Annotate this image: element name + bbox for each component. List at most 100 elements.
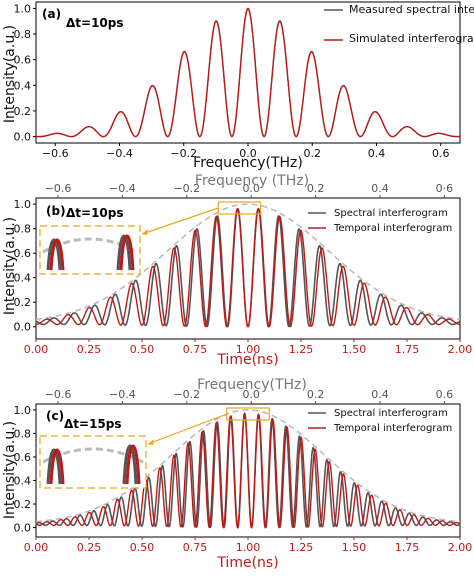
top-tick-label: 0.0 [242, 182, 260, 195]
panel-b-y-ticks: 0.0 0.2 0.4 0.6 0.8 1.0 [14, 198, 36, 334]
x-tick-label: 1.00 [236, 541, 261, 554]
envelope-dashed-line [35, 203, 461, 321]
x-tick-label: 0.0 [239, 147, 257, 160]
x-tick-label: 0.2 [303, 147, 321, 160]
y-tick-label: 0.8 [14, 427, 32, 440]
x-tick-label: 0.75 [183, 343, 208, 356]
y-tick-label: 0.8 [14, 223, 32, 236]
y-tick-label: 0.0 [14, 131, 32, 144]
panel-c-y-ticks: 0.0 0.2 0.4 0.6 0.8 1.0 [14, 404, 36, 535]
top-tick-label: 0.4 [371, 182, 389, 195]
y-tick-label: 0.8 [14, 28, 32, 41]
panel-a-xlabel: Frequency(THz) [193, 155, 303, 171]
inset-frame [39, 225, 141, 275]
inset-peak-spectral [46, 448, 62, 485]
panel-c-legend: Spectral interferogram Temporal interfer… [308, 408, 452, 434]
panel-a-tag: (a) [42, 7, 61, 21]
legend-label-spectral: Spectral interferogram [334, 408, 448, 419]
inset-peak-spectral [46, 238, 62, 271]
x-tick-label: 0.4 [368, 147, 386, 160]
inset-peak-spectral [122, 444, 138, 485]
top-tick-label: 0.0 [242, 388, 260, 401]
y-tick-label: 1.0 [14, 198, 32, 211]
panel-c-top-ticks: −0.6 −0.4 −0.2 0.0 0.2 0.4 0.6 [45, 388, 454, 404]
x-tick-label: 1.75 [395, 541, 420, 554]
x-tick-label: 1.50 [342, 343, 367, 356]
x-tick-label: 2.00 [448, 343, 473, 356]
panel-b-top-ticks: −0.6 −0.4 −0.2 0.0 0.2 0.4 0·6 [45, 182, 454, 198]
x-tick-label: 0.25 [77, 541, 102, 554]
top-tick-label: −0.2 [173, 182, 200, 195]
panel-c-top-label: Frequency(THz) [197, 377, 307, 393]
x-tick-label: 0.50 [130, 343, 155, 356]
panel-b-delta-t: Δt=10ps [66, 206, 124, 220]
panel-a-x-ticks: −0.6 −0.4 −0.2 0.0 0.2 0.4 0.6 [42, 143, 450, 160]
top-tick-label: 0.4 [371, 388, 389, 401]
panel-b-top-label: Frequency (THz) [195, 173, 309, 189]
panel-b-legend: Spectral interferogram Temporal interfer… [308, 208, 452, 234]
top-tick-label: 0·6 [436, 182, 454, 195]
x-tick-label: 0.00 [24, 541, 49, 554]
panel-a: 0.0 0.2 0.4 0.6 0.8 1.0 −0.6 −0.4 −0.2 0.0 0.2 0.4… [2, 1, 474, 171]
panel-a-y-ticks: 0.0 0.2 0.4 0.6 0.8 1.0 [14, 2, 36, 144]
top-tick-label: −0.4 [109, 388, 136, 401]
x-tick-label: 1.50 [342, 541, 367, 554]
legend-label-measured: Measured spectral interferogram [349, 3, 474, 16]
x-tick-label: 1.25 [289, 541, 314, 554]
y-tick-label: 0.4 [14, 272, 32, 285]
panel-a-ylabel: Intensity(a.u.) [2, 25, 18, 123]
panel-b-x-ticks: 0.00 0.25 0.50 0.75 1.00 1.25 1.50 1.75 2.00 [24, 339, 473, 356]
y-tick-label: 0.0 [14, 522, 32, 535]
inset-peak-temporal [49, 448, 65, 485]
inset-peak-spectral [116, 234, 132, 271]
y-tick-label: 0.0 [14, 321, 32, 334]
top-tick-label: −0.2 [173, 388, 200, 401]
panel-b-zoom-inset [39, 201, 262, 275]
x-tick-label: 1.25 [289, 343, 314, 356]
y-tick-label: 1.0 [14, 404, 32, 417]
inset-peak-temporal [125, 444, 141, 485]
panel-a-legend: Measured spectral interferogram Simulate… [324, 3, 474, 45]
top-tick-label: −0.6 [45, 388, 72, 401]
y-tick-label: 0.2 [14, 296, 32, 309]
y-tick-label: 0.2 [14, 105, 32, 118]
panel-c-zoom-inset [39, 407, 270, 489]
top-tick-label: −0.6 [45, 182, 72, 195]
y-tick-label: 0.6 [14, 451, 32, 464]
envelope-dashed-line [35, 409, 461, 523]
panel-b-ylabel: Intensity(a.u.) [2, 217, 18, 315]
panel-a-delta-t: Δt=10ps [66, 16, 124, 30]
panel-c: −0.6 −0.4 −0.2 0.0 0.2 0.4 0.6 0.0 0.2 0.4 0.6 0.8… [2, 377, 472, 571]
legend-label-simulated: Simulated interferogram [349, 32, 474, 45]
y-tick-label: 0.2 [14, 498, 32, 511]
panel-c-delta-t: Δt=15ps [64, 417, 122, 431]
inset-connector-line [141, 207, 219, 235]
y-tick-label: 0.4 [14, 79, 32, 92]
top-tick-label: 0.2 [307, 388, 325, 401]
x-tick-label: −0.6 [42, 147, 69, 160]
series-simulated-line [35, 8, 461, 138]
x-tick-label: 1.75 [395, 343, 420, 356]
panel-b-tag: (b) [46, 204, 66, 218]
inset-arrow-head [148, 439, 154, 445]
panel-c-x-ticks: 0.00 0.25 0.50 0.75 1.00 1.25 1.50 1.75 2.00 [24, 537, 472, 554]
series-temporal-line [35, 412, 461, 529]
x-tick-label: −0.4 [106, 147, 133, 160]
panel-c-curves [35, 409, 461, 529]
y-tick-label: 0.6 [14, 54, 32, 67]
panel-c-tag: (c) [46, 409, 64, 423]
panel-b-xlabel: Time(ns) [216, 352, 278, 368]
top-tick-label: 0.6 [436, 388, 454, 401]
panel-b-curves [35, 203, 461, 328]
x-tick-label: 0.6 [432, 147, 450, 160]
x-tick-label: 0.50 [130, 541, 155, 554]
x-tick-label: 1.00 [236, 343, 261, 356]
x-tick-label: −0.2 [170, 147, 197, 160]
legend-label-temporal: Temporal interferogram [333, 223, 452, 234]
panel-c-ylabel: Intensity(a.u.) [2, 421, 18, 519]
panel-a-curves [35, 7, 461, 138]
legend-label-spectral: Spectral interferogram [334, 208, 448, 219]
inset-arrow-head [142, 229, 148, 235]
y-tick-label: 0.4 [14, 475, 32, 488]
inset-connector-line [147, 413, 228, 445]
